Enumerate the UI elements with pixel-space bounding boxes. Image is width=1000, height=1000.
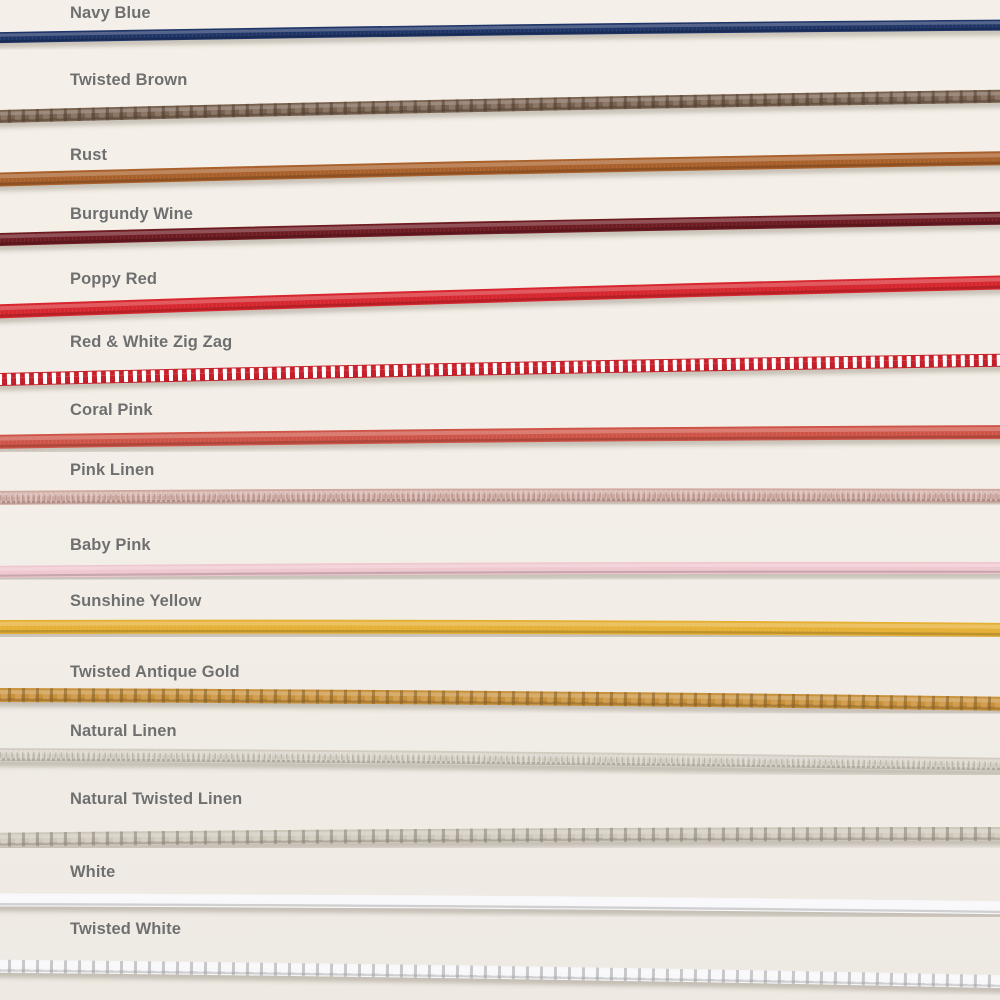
cable-natural-linen — [0, 748, 1000, 772]
swatch-label-burgundy-wine: Burgundy Wine — [70, 205, 194, 223]
swatch-label-sunshine-yellow: Sunshine Yellow — [70, 592, 202, 610]
swatch-label-twisted-antique-gold: Twisted Antique Gold — [70, 663, 240, 681]
cable-baby-pink — [0, 561, 1000, 578]
swatch-label-baby-pink: Baby Pink — [70, 536, 151, 554]
swatch-label-coral-pink: Coral Pink — [70, 401, 153, 419]
swatch-label-white: White — [70, 863, 116, 881]
cable-rust — [0, 151, 1000, 187]
cable-red-and-white-zig-zag — [0, 353, 1000, 387]
cable-natural-twisted-linen — [0, 827, 1000, 847]
cable-twisted-white — [0, 959, 1000, 989]
cable-burgundy-wine — [0, 211, 1000, 246]
swatch-label-natural-twisted-linen: Natural Twisted Linen — [70, 790, 243, 808]
cable-twisted-brown — [0, 89, 1000, 123]
swatch-label-rust: Rust — [70, 146, 108, 164]
swatch-label-red-and-white-zig-zag: Red & White Zig Zag — [70, 333, 233, 351]
cable-twisted-antique-gold — [0, 688, 1000, 711]
swatch-label-navy-blue: Navy Blue — [70, 4, 151, 22]
cable-poppy-red — [0, 275, 1000, 319]
swatch-label-twisted-brown: Twisted Brown — [70, 71, 188, 89]
swatch-label-poppy-red: Poppy Red — [70, 270, 158, 288]
swatch-label-twisted-white: Twisted White — [70, 920, 181, 938]
cable-white — [0, 893, 1000, 915]
cable-navy-blue — [0, 19, 1000, 44]
cable-coral-pink — [0, 425, 1000, 449]
cable-sunshine-yellow — [0, 619, 1000, 637]
swatch-label-natural-linen: Natural Linen — [70, 722, 177, 740]
cable-pink-linen — [0, 488, 1000, 505]
swatch-label-pink-linen: Pink Linen — [70, 461, 155, 479]
